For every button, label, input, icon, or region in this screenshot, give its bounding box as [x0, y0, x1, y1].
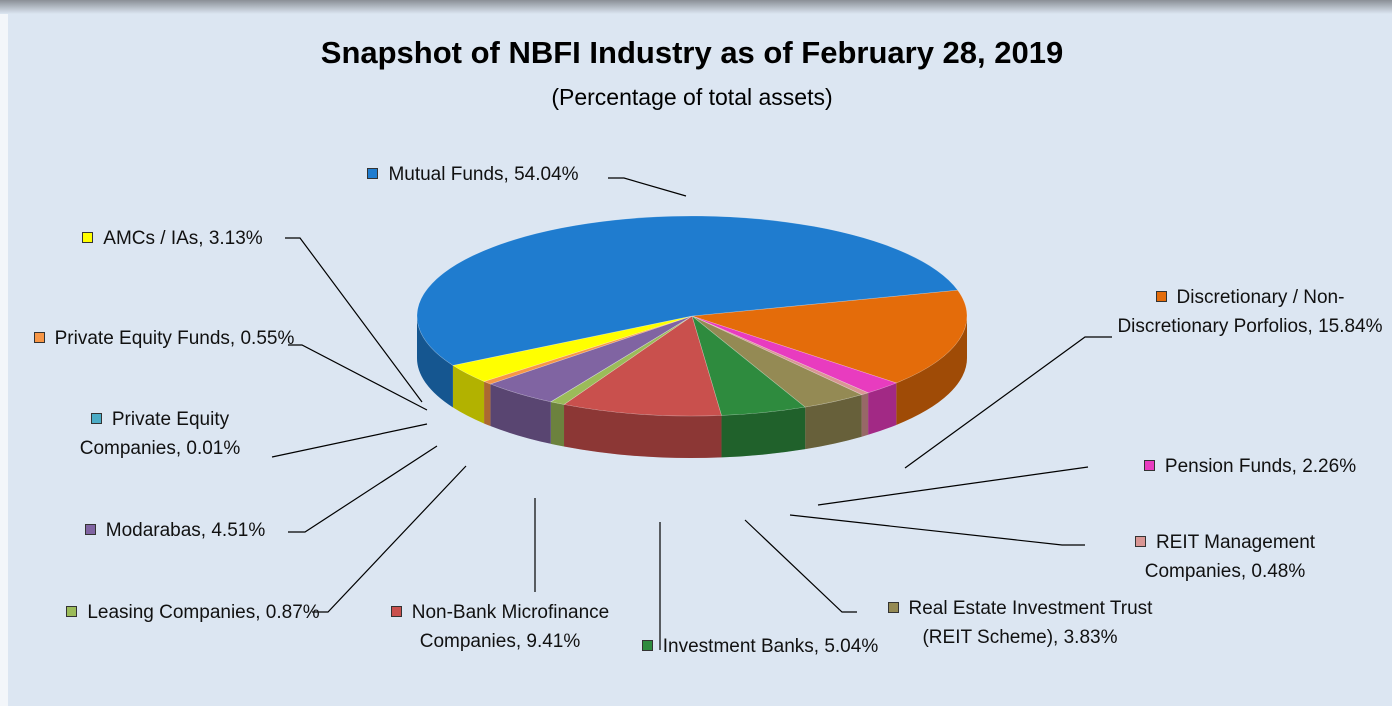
slice [416, 215, 959, 366]
slice-side-shade [484, 381, 491, 427]
data-label: Mutual Funds, 54.04% [328, 160, 618, 189]
slice-side-shade [721, 407, 806, 458]
slice [691, 315, 863, 408]
data-label: Pension Funds, 2.26% [1110, 452, 1390, 481]
data-label-text: Mutual Funds, 54.04% [388, 164, 579, 185]
slice-side-shade [805, 394, 862, 450]
label-marker [66, 606, 78, 617]
slice-side [861, 392, 869, 437]
chart-title: Snapshot of NBFI Industry as of February… [321, 35, 1063, 70]
slice-side-shade [868, 382, 897, 435]
data-label: Modarabas, 4.51% [55, 516, 295, 545]
slice-side [564, 404, 722, 458]
label-marker [84, 524, 96, 535]
data-label: AMCs / IAs, 3.13% [50, 224, 295, 253]
data-label-text: Private Equity Companies, 0.01% [79, 409, 241, 459]
slice [691, 289, 968, 384]
label-marker [641, 640, 653, 651]
label-marker [390, 606, 402, 617]
slice [691, 315, 869, 396]
leader-line [789, 514, 1085, 546]
slice [483, 315, 693, 385]
leader-line [312, 465, 467, 613]
slice [489, 315, 693, 403]
slice-side-shade [564, 404, 722, 458]
data-label-text: Investment Banks, 5.04% [662, 636, 879, 657]
slice-side [550, 401, 565, 447]
leader-line [288, 445, 438, 533]
slice-side [896, 316, 967, 425]
label-marker [367, 168, 379, 179]
slice-side [868, 382, 897, 435]
data-label: Leasing Companies, 0.87% [58, 598, 328, 627]
slice-side-shade [452, 365, 485, 424]
data-label-text: Real Estate Investment Trust (REIT Schem… [908, 598, 1153, 648]
label-marker [33, 332, 45, 343]
leader-line [904, 336, 1112, 469]
leader-line [285, 237, 423, 403]
slice-side [721, 407, 806, 458]
slice [691, 315, 806, 416]
label-marker [90, 413, 102, 424]
leader-line [271, 423, 428, 458]
data-label-text: Pension Funds, 2.26% [1164, 456, 1357, 477]
slice-side-shade [417, 316, 453, 408]
slice [549, 315, 693, 403]
slice [563, 315, 722, 417]
slice-side-shade [896, 316, 967, 425]
label-marker [887, 602, 899, 613]
data-label: Discretionary / Non-Discretionary Porfol… [1105, 283, 1392, 341]
data-label-text: REIT Management Companies, 0.48% [1144, 532, 1316, 582]
label-marker [1155, 291, 1167, 302]
data-label: Private Equity Funds, 0.55% [24, 324, 304, 353]
chart-subtitle: (Percentage of total assets) [551, 84, 832, 110]
data-label-text: Non-Bank Microfinance Companies, 9.41% [411, 602, 610, 652]
data-label-text: AMCs / IAs, 3.13% [103, 228, 263, 249]
slice [452, 315, 693, 382]
left-edge [0, 14, 8, 706]
data-label: Investment Banks, 5.04% [640, 632, 880, 661]
data-label-text: Private Equity Funds, 0.55% [54, 328, 295, 349]
label-marker [1143, 460, 1155, 471]
slice [691, 315, 898, 394]
slice-side [484, 381, 491, 427]
data-label: Private Equity Companies, 0.01% [40, 405, 280, 463]
data-label: Real Estate Investment Trust (REIT Schem… [870, 594, 1170, 652]
label-marker [82, 232, 94, 243]
slice-side-shade [490, 384, 551, 444]
data-label: REIT Management Companies, 0.48% [1100, 528, 1350, 586]
slice-side [452, 365, 485, 424]
data-label-text: Leasing Companies, 0.87% [87, 602, 320, 623]
label-marker [1134, 536, 1146, 547]
top-shadow [0, 0, 1392, 14]
slice-side [417, 316, 453, 408]
leader-line [608, 177, 687, 197]
leader-line [744, 519, 857, 613]
slice-side [805, 394, 862, 450]
leader-line [288, 344, 428, 411]
data-label-text: Modarabas, 4.51% [105, 520, 266, 541]
slice-side [490, 384, 551, 444]
data-label-text: Discretionary / Non-Discretionary Porfol… [1117, 287, 1383, 337]
slice [550, 315, 693, 405]
slice-side-shade [550, 401, 565, 447]
leader-line [817, 466, 1089, 506]
data-label: Non-Bank Microfinance Companies, 9.41% [350, 598, 650, 656]
slice-side-shade [861, 392, 869, 437]
